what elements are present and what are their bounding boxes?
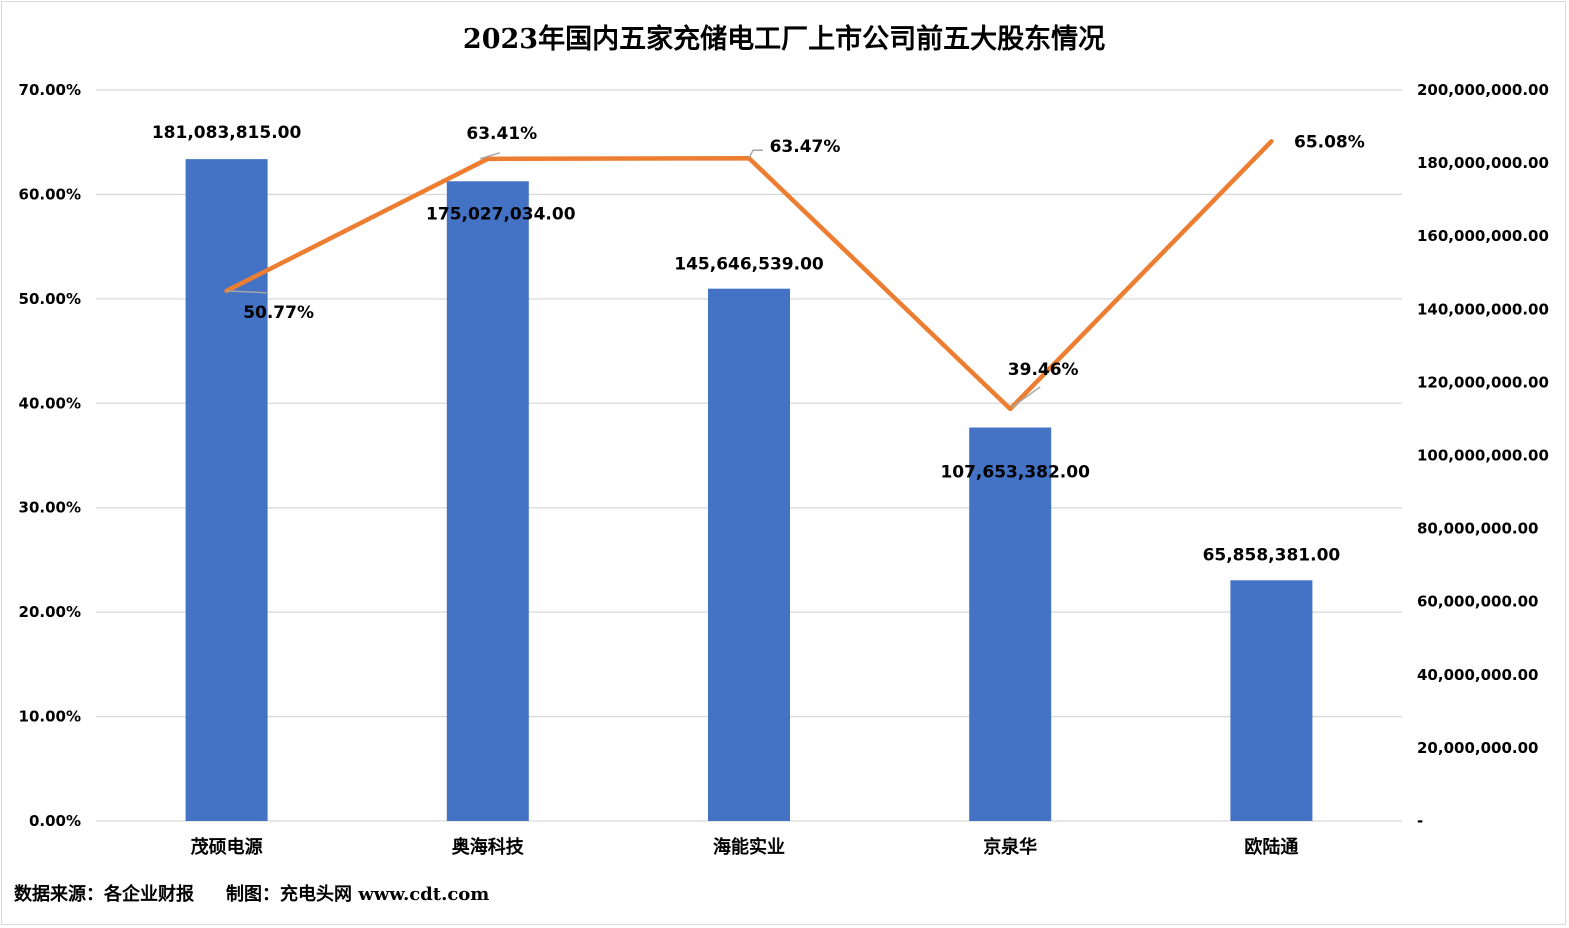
bar-value-label: 145,646,539.00 bbox=[674, 255, 824, 275]
right-tick-label: 140,000,000.00 bbox=[1417, 300, 1549, 318]
credit-note: 制图：充电头网 www.cdt.com bbox=[226, 884, 490, 905]
label-leader-line bbox=[226, 290, 267, 294]
category-label: 茂硕电源 bbox=[191, 836, 263, 858]
source-note: 数据来源：各企业财报 bbox=[14, 884, 194, 905]
footer: 数据来源：各企业财报 制图：充电头网 www.cdt.com bbox=[14, 880, 489, 906]
right-tick-label: 100,000,000.00 bbox=[1417, 447, 1549, 465]
bar-value-label: 65,858,381.00 bbox=[1203, 545, 1341, 565]
category-label: 海能实业 bbox=[713, 836, 785, 858]
right-tick-label: - bbox=[1417, 812, 1423, 830]
right-tick-label: 80,000,000.00 bbox=[1417, 520, 1538, 538]
label-leader-line bbox=[1011, 386, 1041, 408]
bar-series bbox=[185, 159, 1313, 822]
right-tick-label: 40,000,000.00 bbox=[1417, 666, 1538, 684]
line-value-label: 50.77% bbox=[243, 303, 314, 323]
chart-title: 2023年国内五家充储电工厂上市公司前五大股东情况 bbox=[463, 23, 1105, 55]
line-point bbox=[485, 156, 490, 161]
right-tick-label: 180,000,000.00 bbox=[1417, 154, 1549, 172]
left-tick-label: 50.00% bbox=[19, 290, 81, 308]
axes: 0.00% 10.00% 20.00% 30.00% 40.00% 50.00% 60.00… bbox=[19, 81, 1549, 858]
right-tick-label: 160,000,000.00 bbox=[1417, 227, 1549, 245]
left-tick-label: 20.00% bbox=[19, 603, 81, 621]
line-point bbox=[1008, 406, 1013, 411]
right-tick-label: 200,000,000.00 bbox=[1417, 81, 1549, 99]
category-label: 奥海科技 bbox=[452, 836, 525, 858]
right-tick-label: 20,000,000.00 bbox=[1417, 739, 1538, 757]
left-tick-label: 40.00% bbox=[19, 394, 81, 412]
left-tick-label: 70.00% bbox=[19, 81, 81, 99]
gridlines bbox=[96, 89, 1402, 822]
bar-value-label: 107,653,382.00 bbox=[940, 463, 1090, 483]
bar bbox=[185, 159, 268, 821]
line-point bbox=[1269, 139, 1274, 144]
bar bbox=[446, 181, 529, 821]
bar bbox=[1230, 580, 1313, 821]
line-value-label: 39.46% bbox=[1008, 360, 1079, 380]
left-tick-label: 30.00% bbox=[19, 499, 81, 517]
line-value-label: 65.08% bbox=[1294, 132, 1365, 152]
label-leader-line bbox=[479, 152, 501, 160]
right-tick-label: 120,000,000.00 bbox=[1417, 373, 1549, 391]
line-value-label: 63.47% bbox=[770, 137, 841, 157]
line-value-label: 63.41% bbox=[466, 124, 537, 144]
label-leader-line bbox=[748, 149, 763, 159]
category-label: 京泉华 bbox=[983, 836, 1037, 858]
left-tick-label: 10.00% bbox=[19, 708, 81, 726]
bar-value-label: 181,083,815.00 bbox=[152, 123, 302, 143]
bar-value-label: 175,027,034.00 bbox=[426, 204, 576, 224]
left-tick-label: 0.00% bbox=[29, 812, 81, 830]
category-label: 欧陆通 bbox=[1244, 836, 1298, 858]
bar bbox=[708, 288, 790, 822]
data-labels: 181,083,815.00 175,027,034.00 145,646,539.… bbox=[152, 123, 1365, 565]
bar bbox=[969, 427, 1052, 821]
left-tick-label: 60.00% bbox=[19, 185, 81, 203]
right-tick-label: 60,000,000.00 bbox=[1417, 593, 1538, 611]
